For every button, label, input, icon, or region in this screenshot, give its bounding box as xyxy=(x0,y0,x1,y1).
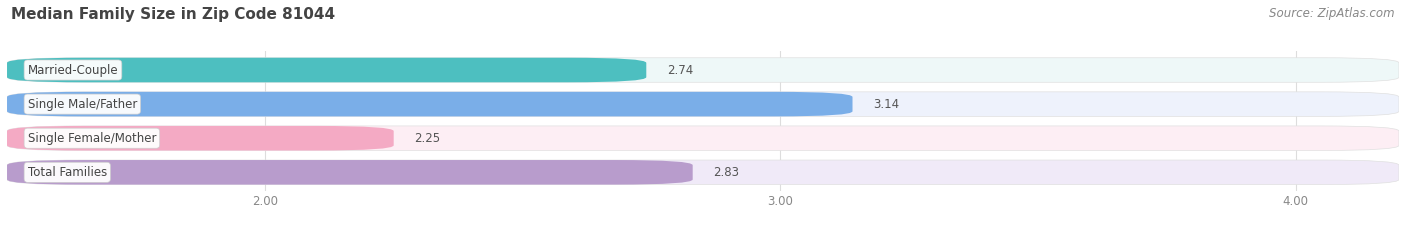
FancyBboxPatch shape xyxy=(7,58,1399,82)
Text: 2.25: 2.25 xyxy=(415,132,440,145)
FancyBboxPatch shape xyxy=(7,58,647,82)
Text: Single Female/Mother: Single Female/Mother xyxy=(28,132,156,145)
Text: Median Family Size in Zip Code 81044: Median Family Size in Zip Code 81044 xyxy=(11,7,336,22)
FancyBboxPatch shape xyxy=(7,92,1399,116)
Text: Single Male/Father: Single Male/Father xyxy=(28,98,136,111)
Text: Total Families: Total Families xyxy=(28,166,107,179)
FancyBboxPatch shape xyxy=(7,126,394,151)
FancyBboxPatch shape xyxy=(7,126,1399,151)
Text: Source: ZipAtlas.com: Source: ZipAtlas.com xyxy=(1270,7,1395,20)
Text: 2.83: 2.83 xyxy=(713,166,740,179)
Text: 2.74: 2.74 xyxy=(666,64,693,76)
FancyBboxPatch shape xyxy=(7,92,852,116)
Text: Married-Couple: Married-Couple xyxy=(28,64,118,76)
Text: 3.14: 3.14 xyxy=(873,98,900,111)
FancyBboxPatch shape xyxy=(7,160,693,185)
FancyBboxPatch shape xyxy=(7,160,1399,185)
